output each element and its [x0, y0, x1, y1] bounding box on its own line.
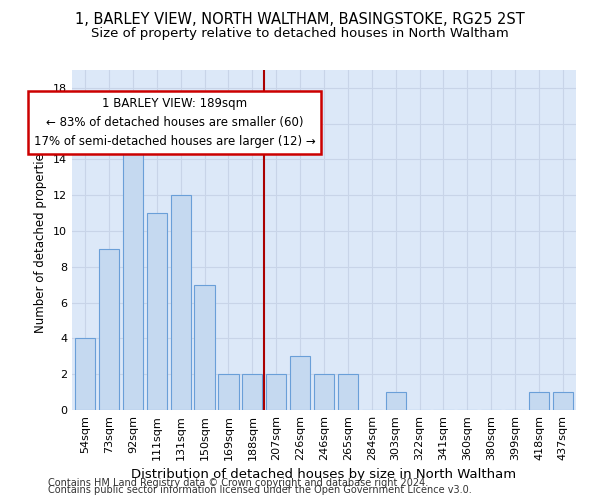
- Text: Contains public sector information licensed under the Open Government Licence v3: Contains public sector information licen…: [48, 485, 472, 495]
- Bar: [146, 213, 167, 410]
- Bar: [338, 374, 358, 410]
- Bar: [123, 142, 143, 410]
- Bar: [170, 196, 191, 410]
- Bar: [290, 356, 310, 410]
- Bar: [218, 374, 239, 410]
- Text: Size of property relative to detached houses in North Waltham: Size of property relative to detached ho…: [91, 28, 509, 40]
- Text: 1 BARLEY VIEW: 189sqm
← 83% of detached houses are smaller (60)
17% of semi-deta: 1 BARLEY VIEW: 189sqm ← 83% of detached …: [34, 97, 316, 148]
- Bar: [314, 374, 334, 410]
- Bar: [553, 392, 573, 410]
- Bar: [242, 374, 262, 410]
- Bar: [386, 392, 406, 410]
- Bar: [194, 284, 215, 410]
- Text: Contains HM Land Registry data © Crown copyright and database right 2024.: Contains HM Land Registry data © Crown c…: [48, 478, 428, 488]
- X-axis label: Distribution of detached houses by size in North Waltham: Distribution of detached houses by size …: [131, 468, 517, 481]
- Bar: [529, 392, 549, 410]
- Bar: [266, 374, 286, 410]
- Bar: [75, 338, 95, 410]
- Text: 1, BARLEY VIEW, NORTH WALTHAM, BASINGSTOKE, RG25 2ST: 1, BARLEY VIEW, NORTH WALTHAM, BASINGSTO…: [75, 12, 525, 28]
- Y-axis label: Number of detached properties: Number of detached properties: [34, 147, 47, 333]
- Bar: [99, 249, 119, 410]
